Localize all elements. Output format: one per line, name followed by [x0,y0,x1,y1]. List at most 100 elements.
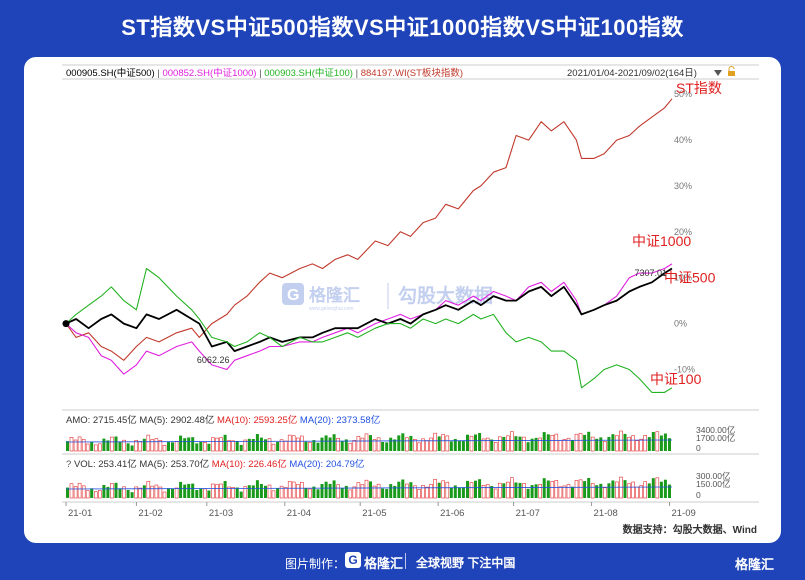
volume-bar [409,435,413,451]
volume-bar [595,485,599,498]
volume-bar [299,481,304,499]
volume-bar [122,439,126,452]
watermark-logo-icon [282,283,304,305]
x-tick-label: 21-06 [440,508,464,519]
volume-bar [421,484,425,499]
volume-bar [162,444,167,452]
volume-bar [526,488,530,498]
volume-bar [385,442,389,451]
volume-bar [397,435,401,451]
volume-bar [328,437,332,451]
volume-bar [502,483,506,498]
series-code[interactable]: 000905.SH(中证500) [66,67,155,79]
volume-bar [195,443,199,451]
panel-stat: MA(10): 2593.25亿 [214,414,297,426]
volume-bar [255,480,259,498]
volume-bar [429,484,433,499]
volume-bar [587,431,591,451]
volume-bar [562,485,567,499]
volume-bar [502,436,506,451]
volume-bar [562,439,567,452]
moving-average-line [65,486,673,490]
volume-bar [69,436,74,452]
volume-bar [138,441,142,452]
volume-bar [211,437,215,452]
x-tick-label: 21-02 [138,508,162,519]
volume-bar [619,430,623,452]
panel-axis-label: 1700.00亿 [696,433,735,443]
y-tick-label: 40% [674,135,692,145]
y-tick-label: 10% [674,273,692,283]
volume-bar [425,440,429,452]
series-code[interactable]: 000852.SH(中证1000) [162,67,256,79]
volume-bar [295,437,300,452]
volume-bar [599,483,603,498]
volume-bar [534,437,538,451]
series-code[interactable]: 000903.SH(中证100) [264,67,353,79]
volume-bar [199,441,203,451]
lock-icon [728,66,735,76]
y-tick-label: 0% [674,319,687,329]
series-code[interactable]: 884197.WI(ST板块指数) [361,67,463,79]
chart-card: 000905.SH(中证500) | 000852.SH(中证1000) | 0… [24,57,781,543]
volume-bar [393,485,397,498]
volume-bar [445,435,450,452]
volume-bar [81,439,86,452]
volume-bar [466,480,469,498]
footer-divider [405,553,406,569]
panel-stat: VOL: 253.41亿 [74,458,137,470]
volume-bar [360,484,365,499]
panel-axis-label: 150.00亿 [696,479,731,489]
volume-bar [352,440,357,452]
volume-bar [336,437,341,452]
volume-bar [574,433,579,452]
volume-bar [207,490,211,498]
series-line [65,98,673,361]
watermark-logo-text: 格隆汇 [309,285,360,305]
volume-bar [183,438,187,451]
volume-bar [235,441,239,451]
volume-bar [179,435,183,451]
volume-bar [231,440,235,452]
volume-bar [251,439,255,451]
volume-bar [267,438,272,452]
volume-bar [497,482,502,499]
value-annotation: 7307.01 [634,268,667,278]
triangle-down-icon[interactable] [714,70,722,76]
volume-bar [138,487,142,499]
volume-bar [550,434,555,452]
date-range: 2021/01/04-2021/09/02(164日) [567,68,697,79]
volume-bar [497,436,502,452]
volume-bar [425,486,429,499]
volume-bar [542,478,546,498]
volume-bar [478,479,482,498]
volume-bar [287,434,292,452]
volume-bar [369,435,372,451]
value-annotation: 6062.26 [197,355,230,365]
volume-bar [106,440,110,451]
volume-bar [223,481,227,498]
volume-bar [364,479,369,499]
volume-bar [287,481,292,499]
volume-bar [635,440,639,452]
volume-bar [324,481,328,498]
volume-bar [134,439,138,452]
series-layer [62,98,673,393]
volume-bar [558,486,563,499]
watermark-url: www.gelonghui.com [309,306,353,312]
volume-bar [457,487,461,498]
volume-bar [255,434,259,451]
volume-bar [328,483,332,498]
volume-bar [77,436,82,452]
panel-stat: MA(5): 2902.48亿 [137,414,215,426]
volume-bar [409,482,413,498]
volume-bar [187,483,191,498]
volume-bar [413,485,417,499]
volume-bar [546,480,550,498]
volume-bar [449,441,453,451]
vol-header: ? VOL: 253.41亿 MA(5): 253.70亿 MA(10): 22… [66,458,364,470]
volume-bar [66,441,69,451]
